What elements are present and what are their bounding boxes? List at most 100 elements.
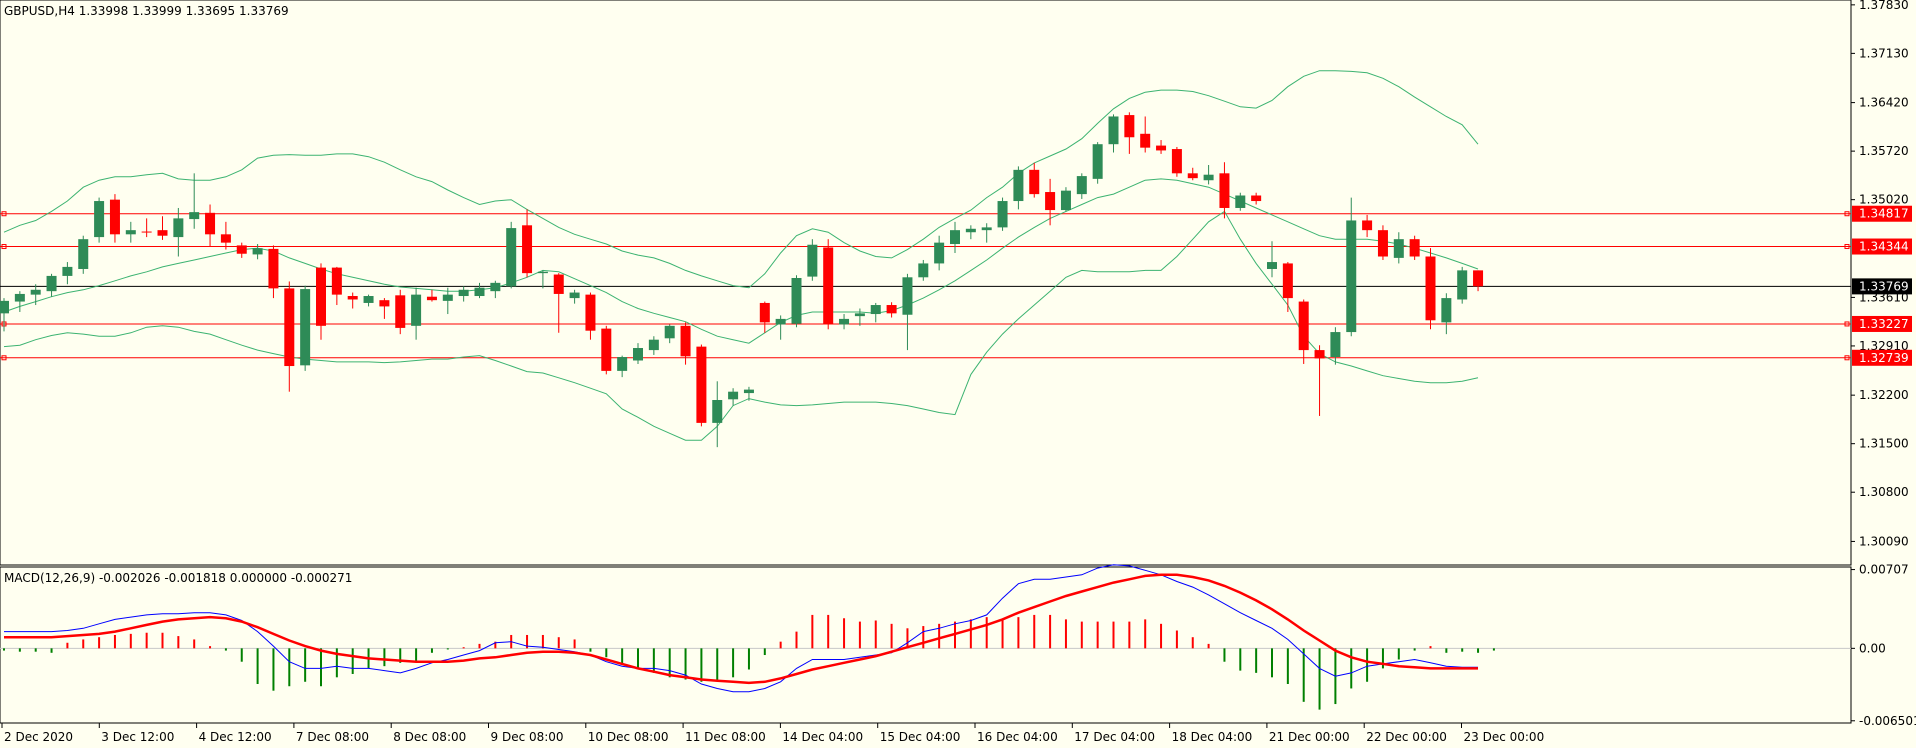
macd-header: MACD(12,26,9) -0.002026 -0.001818 0.0000… — [4, 571, 352, 585]
price-tick-label: 1.36420 — [1859, 96, 1909, 110]
candle-bull — [743, 389, 754, 394]
level-price-badge-label: 1.34817 — [1859, 207, 1909, 221]
candle-bear — [1029, 169, 1040, 195]
candle-bull — [1457, 270, 1468, 300]
candle-bull — [902, 277, 913, 315]
candle-bear — [395, 295, 406, 328]
candle-bear — [1187, 173, 1198, 179]
candle-bull — [1203, 174, 1214, 181]
current-price-badge-label: 1.33769 — [1859, 279, 1909, 293]
candle-bear — [316, 267, 326, 326]
macd-tick-label: 0.00 — [1859, 641, 1886, 655]
price-tick-label: 1.31500 — [1859, 437, 1909, 451]
level-anchor-right — [1844, 355, 1850, 361]
candle-bear — [347, 296, 358, 300]
candle-bull — [1235, 195, 1246, 208]
level-anchor-left — [1, 211, 7, 217]
candle-bull — [506, 228, 517, 287]
macd-pane[interactable] — [0, 566, 1852, 724]
candle-bull — [30, 289, 41, 295]
horizontal-levels — [0, 211, 1851, 361]
price-tick-label: 1.35720 — [1859, 144, 1909, 158]
time-tick-label: 16 Dec 04:00 — [977, 730, 1058, 744]
time-tick-label: 4 Dec 12:00 — [199, 730, 272, 744]
candle-bear — [331, 267, 342, 295]
level-anchor-right — [1844, 244, 1850, 250]
candle-bear — [1156, 145, 1167, 151]
candle-bear — [236, 245, 247, 254]
candle-bull — [363, 296, 374, 303]
level-anchor-left — [1, 244, 7, 250]
candle-bull — [442, 294, 453, 301]
candle-bear — [1425, 256, 1436, 321]
price-tick-label: 1.37830 — [1859, 0, 1909, 12]
candle-bull — [791, 277, 802, 324]
candle-bull — [458, 289, 469, 297]
candle-bear — [522, 225, 533, 274]
level-anchor-left — [1, 355, 7, 361]
candle-bear — [759, 302, 770, 323]
candle-bull — [664, 325, 675, 339]
candle-bear — [585, 294, 596, 331]
price-axis: 1.378301.371301.364201.357201.350201.336… — [1851, 0, 1909, 548]
candle-bear — [823, 247, 834, 325]
candle-bull — [839, 318, 850, 325]
candle-bear — [284, 288, 295, 367]
symbol-header: GBPUSD,H4 1.33998 1.33999 1.33695 1.3376… — [4, 4, 289, 18]
candle-bear — [220, 234, 231, 243]
candle-bear — [680, 325, 691, 357]
candle-bear — [1377, 230, 1388, 257]
candle-bull — [474, 287, 485, 297]
level-price-badge-label: 1.34344 — [1859, 240, 1909, 254]
candle-bull — [411, 294, 422, 326]
price-pane[interactable] — [0, 0, 1852, 566]
candle-bull — [46, 275, 57, 292]
candle-bull — [728, 391, 739, 400]
candle-bear — [426, 296, 437, 301]
time-tick-label: 9 Dec 08:00 — [491, 730, 564, 744]
candle-bull — [633, 348, 643, 361]
bollinger-bands — [3, 70, 1479, 441]
candle-bear — [1473, 270, 1484, 287]
time-tick-label: 23 Dec 00:00 — [1464, 730, 1545, 744]
candle-bull — [934, 242, 945, 264]
candle-bull — [1330, 332, 1341, 358]
candle-bull — [712, 400, 723, 423]
candle-bear — [553, 274, 564, 294]
bollinger-upper-line — [3, 70, 1479, 289]
candle-bull — [965, 228, 976, 233]
level-anchor-right — [1844, 321, 1850, 327]
time-axis: 2 Dec 2020 3 Dec 12:00 4 Dec 12:00 7 Dec 08… — [1, 723, 1545, 744]
candle-bull — [807, 244, 818, 277]
macd-indicator — [3, 564, 1495, 710]
candle-bull — [1346, 220, 1357, 333]
candle-bear — [886, 305, 897, 314]
candle-bull — [0, 300, 9, 314]
time-tick-label: 7 Dec 08:00 — [296, 730, 369, 744]
time-tick-label: 21 Dec 00:00 — [1269, 730, 1350, 744]
candle-bull — [1393, 239, 1404, 258]
candle-bull — [1076, 176, 1087, 195]
candle-bull — [62, 266, 73, 276]
price-tick-label: 1.32200 — [1859, 388, 1909, 402]
candle-bull — [1267, 262, 1277, 269]
level-price-badge — [1852, 315, 1912, 332]
candle-bear — [696, 346, 707, 423]
candle-bear — [379, 300, 390, 307]
level-price-badge — [1852, 349, 1912, 366]
price-tick-label: 1.32910 — [1859, 339, 1909, 353]
candle-bull — [1441, 298, 1452, 323]
time-tick-label: 18 Dec 04:00 — [1172, 730, 1253, 744]
level-price-badge — [1852, 205, 1912, 222]
candle-bull — [854, 313, 865, 317]
price-tick-label: 1.30800 — [1859, 485, 1909, 499]
time-tick-label: 8 Dec 08:00 — [393, 730, 466, 744]
macd-axis: 0.00707 0.00 -0.006501 — [1851, 563, 1916, 728]
candle-bull — [981, 227, 992, 231]
price-tick-label: 1.37130 — [1859, 46, 1909, 60]
time-tick-label: 3 Dec 12:00 — [101, 730, 174, 744]
candle-bear — [1219, 173, 1230, 208]
candle-bull — [125, 230, 136, 235]
